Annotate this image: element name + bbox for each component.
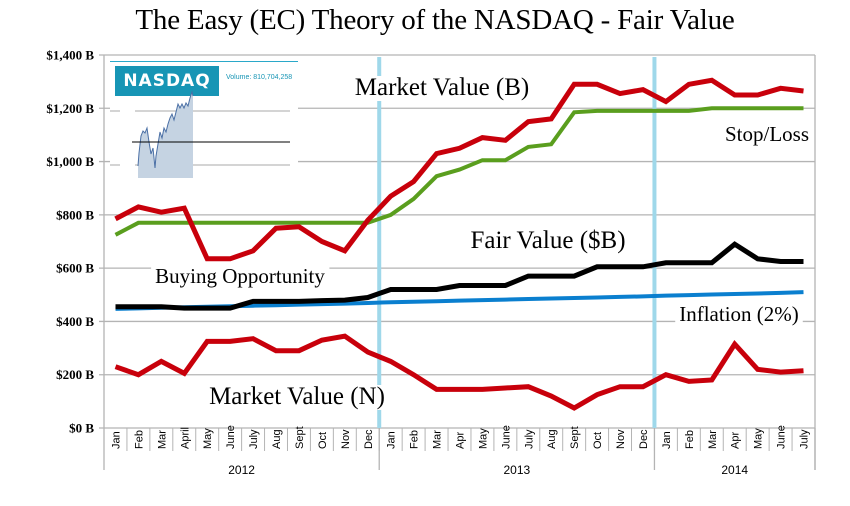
- x-tick-label: Mar: [156, 430, 168, 449]
- y-tick-label: $1,200 B: [46, 101, 94, 116]
- x-tick-label: July: [799, 429, 811, 449]
- annotation-label: Market Value (N): [209, 383, 385, 410]
- annotation-label: Market Value (B): [355, 74, 530, 101]
- annotation-stop-loss: Stop/Loss: [725, 122, 809, 146]
- x-tick-label: Mar: [432, 430, 444, 449]
- annotation-background: [205, 385, 389, 410]
- y-tick-label: $200 B: [56, 367, 94, 382]
- x-tick-label: June: [776, 425, 788, 449]
- x-tick-label: Apr: [455, 432, 467, 449]
- annotation-label: Fair Value ($B): [470, 227, 625, 254]
- x-tick-label: May: [477, 428, 489, 449]
- x-tick-label: Nov: [340, 429, 352, 449]
- annotation-background: [350, 76, 534, 101]
- x-tick-label: Aug: [271, 429, 283, 449]
- x-tick-label: Feb: [133, 430, 145, 449]
- x-tick-label: July: [523, 429, 535, 449]
- year-label: 2013: [503, 463, 530, 477]
- x-tick-label: June: [225, 425, 237, 449]
- y-tick-label: $1,400 B: [46, 48, 94, 63]
- x-tick-label: Feb: [409, 430, 421, 449]
- annotation-fair-value-b: Fair Value ($B): [470, 227, 625, 254]
- x-axis: Jan Feb Mar April May June July Aug Sept Oct Nov De…: [103, 425, 816, 477]
- annotation-buying-opportunity: Buying Opportunity: [151, 264, 330, 288]
- x-tick-label: Jan: [110, 431, 122, 449]
- series-line-market-value-n: [114, 333, 804, 411]
- y-tick-label: $400 B: [56, 314, 94, 329]
- x-tick-label: July: [248, 429, 260, 449]
- x-tick-label: Sept: [569, 426, 581, 449]
- nasdaq-logo: NASDAQ: [115, 66, 219, 96]
- x-tick-label: Oct: [317, 432, 329, 449]
- annotation-label: Buying Opportunity: [155, 264, 325, 288]
- y-tick-label: $1,000 B: [46, 154, 94, 169]
- x-tick-label: June: [500, 425, 512, 449]
- inset-volume-text: Volume: 810,704,258: [226, 74, 293, 81]
- year-label: 2012: [228, 463, 255, 477]
- annotation-background: [151, 266, 330, 288]
- x-tick-label: Dec: [638, 429, 650, 449]
- annotation-label: Inflation (2%): [679, 302, 799, 326]
- x-tick-label: Sept: [294, 426, 306, 449]
- inset-mini-chart: [110, 90, 290, 178]
- y-tick-label: $600 B: [56, 261, 94, 276]
- x-tick-label: Nov: [615, 429, 627, 449]
- x-tick-label: May: [202, 428, 214, 449]
- inset-price-line: [137, 90, 194, 169]
- nasdaq-inset-image: NASDAQ Volume: 810,704,258: [110, 58, 298, 186]
- x-tick-label: Feb: [684, 430, 696, 449]
- x-tick-label: Mar: [707, 430, 719, 449]
- annotation-market-value-n: Market Value (N): [205, 383, 389, 410]
- y-axis: $0 B $200 B $400 B $600 B $800 B $1,000 B $1,2…: [46, 48, 816, 470]
- x-tick-label: May: [753, 428, 765, 449]
- inset-top-rule: [110, 61, 298, 62]
- series-line-stop-loss: [114, 106, 804, 237]
- x-tick-label: Jan: [661, 431, 673, 449]
- y-tick-label: $0 B: [69, 421, 94, 436]
- annotation-background: [675, 304, 803, 326]
- series-line-fair-value-b: [115, 241, 804, 311]
- year-label: 2014: [721, 463, 748, 477]
- annotation-label: Stop/Loss: [725, 122, 809, 146]
- x-tick-label: Oct: [592, 432, 604, 449]
- series-line-market-value-b: [114, 77, 804, 262]
- x-tick-label: Dec: [363, 429, 375, 449]
- series-lines: [114, 77, 804, 411]
- annotation-market-value-b: Market Value (B): [350, 74, 534, 101]
- annotation-inflation-2: Inflation (2%): [675, 302, 803, 326]
- x-tick-label: Aug: [546, 429, 558, 449]
- x-tick-label: Apr: [730, 432, 742, 449]
- annotations: Market Value (B) Stop/Loss Fair Value ($B)…: [151, 74, 809, 410]
- x-tick-label: Jan: [386, 431, 398, 449]
- x-tick-label: April: [179, 427, 191, 449]
- chart-title: The Easy (EC) Theory of the NASDAQ - Fai…: [135, 4, 735, 36]
- y-tick-label: $800 B: [56, 207, 94, 222]
- vertical-markers: [377, 57, 657, 428]
- inset-area: [138, 92, 193, 178]
